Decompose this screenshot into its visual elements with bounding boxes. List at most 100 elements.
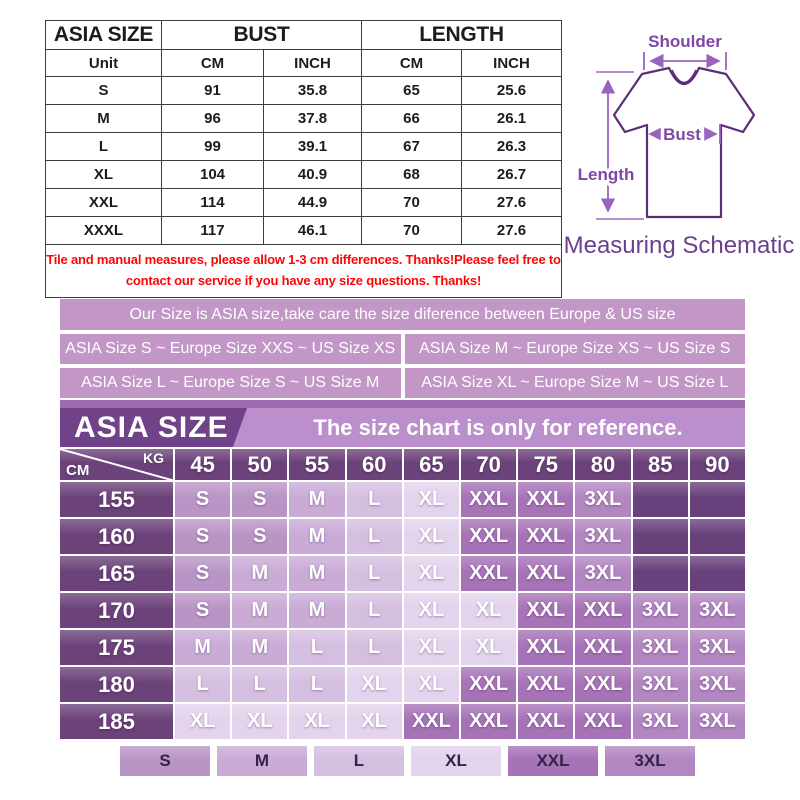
size-cell: 3XL	[689, 593, 745, 628]
size-cell: XXL	[461, 704, 517, 739]
size-table-cell: 40.9	[263, 160, 362, 189]
weight-col-header: 85	[632, 449, 688, 480]
size-table-cell: 27.6	[461, 216, 562, 245]
size-table-cell: 26.3	[461, 132, 562, 161]
legend-swatch-l: L	[314, 746, 404, 776]
height-row-header: 155	[60, 482, 173, 517]
measure-note-line1: Tile and manual measures, please allow 1…	[46, 252, 561, 268]
weight-col-header: 60	[346, 449, 402, 480]
size-table-cell: 114	[161, 188, 264, 217]
length-label: Length	[578, 165, 635, 184]
size-cell: XL	[346, 704, 402, 739]
size-info-row: ASIA Size S ~ Europe Size XXS ~ US Size …	[60, 334, 745, 364]
size-table-row: S 91 35.8 65 25.6	[45, 76, 562, 105]
size-cell: XXL	[575, 667, 631, 702]
height-row-header: 160	[60, 519, 173, 554]
length-cm-header: CM	[361, 49, 462, 77]
size-legend: S M L XL XXL 3XL	[120, 746, 745, 776]
shoulder-label: Shoulder	[648, 32, 722, 51]
size-cell: XL	[346, 667, 402, 702]
size-table-row: L 99 39.1 67 26.3	[45, 132, 562, 161]
size-cell: XXL	[461, 667, 517, 702]
size-table-cell: 37.8	[263, 104, 362, 133]
size-info-cell: ASIA Size L ~ Europe Size S ~ US Size M	[60, 368, 401, 398]
legend-swatch-m: M	[217, 746, 307, 776]
size-table-row: XXXL 117 46.1 70 27.6	[45, 216, 562, 245]
weight-col-header: 45	[175, 449, 231, 480]
size-cell: L	[289, 667, 345, 702]
size-info-cell: ASIA Size S ~ Europe Size XXS ~ US Size …	[60, 334, 401, 364]
size-cell: S	[175, 556, 231, 591]
size-table-row: M 96 37.8 66 26.1	[45, 104, 562, 133]
size-cell: 3XL	[632, 593, 688, 628]
length-inch-header: INCH	[461, 49, 562, 77]
size-table-cell: 91	[161, 76, 264, 105]
size-table-subheader-row: Unit CM INCH CM INCH	[45, 49, 562, 77]
size-table-cell: 46.1	[263, 216, 362, 245]
size-cell: XXL	[575, 704, 631, 739]
size-table-cell: 26.7	[461, 160, 562, 189]
size-cell: XXL	[518, 556, 574, 591]
size-cell: XXL	[575, 630, 631, 665]
size-table-cell: 70	[361, 216, 462, 245]
tshirt-outline	[612, 66, 756, 219]
empty-cell	[632, 519, 688, 554]
size-cell: S	[175, 519, 231, 554]
size-cell: XXL	[461, 556, 517, 591]
matrix-header: The size chart is only for reference. AS…	[60, 400, 745, 447]
size-table-cell: XL	[45, 160, 162, 189]
size-cell: L	[346, 630, 402, 665]
size-cell: XXL	[461, 482, 517, 517]
size-cell: XL	[403, 482, 459, 517]
height-row-header: 170	[60, 593, 173, 628]
size-table-cell: 25.6	[461, 76, 562, 105]
size-cell: M	[289, 593, 345, 628]
size-table-cell: 104	[161, 160, 264, 189]
height-row-header: 165	[60, 556, 173, 591]
bust-inch-header: INCH	[263, 49, 362, 77]
size-table-cell: 35.8	[263, 76, 362, 105]
size-info-cell: ASIA Size M ~ Europe Size XS ~ US Size S	[404, 334, 745, 364]
size-cell: XL	[175, 704, 231, 739]
size-table: ASIA SIZE BUST LENGTH Unit CM INCH CM IN…	[45, 20, 562, 298]
tshirt-neck-inner-line	[671, 69, 697, 84]
size-cell: XXL	[461, 519, 517, 554]
size-table-row: XL 104 40.9 68 26.7	[45, 160, 562, 189]
size-cell: XXL	[403, 704, 459, 739]
size-cell: XL	[403, 630, 459, 665]
size-cell: M	[232, 630, 288, 665]
legend-swatch-3xl: 3XL	[605, 746, 695, 776]
size-info-bars: Our Size is ASIA size,take care the size…	[60, 299, 745, 402]
size-table-cell: M	[45, 104, 162, 133]
size-table-cell: 117	[161, 216, 264, 245]
size-cell: XXL	[518, 667, 574, 702]
size-table-cell: 26.1	[461, 104, 562, 133]
size-table-cell: 65	[361, 76, 462, 105]
length-group-header: LENGTH	[361, 20, 562, 50]
size-cell: XL	[232, 704, 288, 739]
size-table-title-row: ASIA SIZE BUST LENGTH	[45, 20, 562, 50]
size-cell: M	[232, 556, 288, 591]
legend-swatch-xl: XL	[411, 746, 501, 776]
size-cell: 3XL	[689, 704, 745, 739]
bust-label: Bust	[663, 125, 701, 144]
empty-cell	[632, 482, 688, 517]
size-cell: L	[175, 667, 231, 702]
size-cell: M	[289, 519, 345, 554]
bust-cm-header: CM	[161, 49, 264, 77]
size-matrix-grid: KG CM 45 50 55 60 65 70 75 80 85 90 155 S S M L XL XXL XX…	[60, 449, 745, 739]
bust-group-header: BUST	[161, 20, 362, 50]
empty-cell	[632, 556, 688, 591]
matrix-title-strip	[60, 400, 745, 408]
size-cell: 3XL	[575, 482, 631, 517]
size-cell: XL	[403, 667, 459, 702]
measure-note-line2: contact our service if you have any size…	[125, 273, 482, 288]
size-cell: M	[175, 630, 231, 665]
size-cell: XXL	[518, 482, 574, 517]
size-table-cell: L	[45, 132, 162, 161]
empty-cell	[689, 556, 745, 591]
matrix-title: ASIA SIZE	[74, 411, 229, 444]
size-cell: L	[346, 556, 402, 591]
